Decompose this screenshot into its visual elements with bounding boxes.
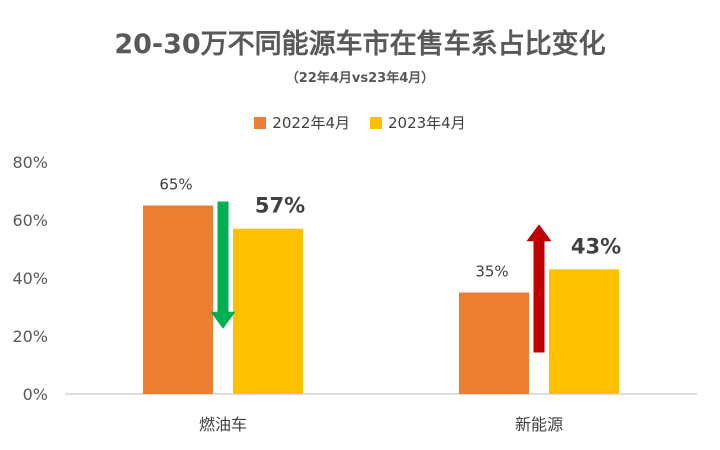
chart-subtitle: （22年4月vs23年4月） — [285, 71, 435, 86]
bar-2022 — [459, 292, 529, 394]
legend-label-2023: 2023年4月 — [388, 114, 466, 132]
down-arrow-icon — [210, 201, 236, 329]
y-tick-label: 20% — [12, 327, 48, 346]
y-tick-label: 0% — [23, 385, 48, 404]
y-tick-label: 60% — [12, 211, 48, 230]
up-arrow-icon — [526, 224, 552, 353]
y-tick-label: 40% — [12, 269, 48, 288]
y-tick-label: 80% — [12, 153, 48, 172]
bar-2023 — [549, 269, 619, 394]
x-tick-label: 燃油车 — [199, 415, 247, 434]
legend-label-2022: 2022年4月 — [272, 114, 350, 132]
data-label: 57% — [255, 194, 305, 218]
chart-title: 20-30万不同能源车市在售车系占比变化 — [114, 29, 606, 60]
legend-swatch-2023 — [370, 116, 382, 129]
legend: 2022年4月 2023年4月 — [0, 112, 720, 133]
legend-swatch-2022 — [254, 116, 267, 129]
data-label: 65% — [159, 176, 192, 194]
data-label: 35% — [475, 263, 508, 281]
x-tick-label: 新能源 — [515, 415, 563, 434]
bar-2022 — [143, 205, 213, 394]
bar-2023 — [233, 228, 303, 394]
data-label: 43% — [571, 234, 621, 258]
legend-item-2022: 2022年4月 — [254, 112, 350, 133]
legend-item-2023: 2023年4月 — [370, 112, 466, 133]
